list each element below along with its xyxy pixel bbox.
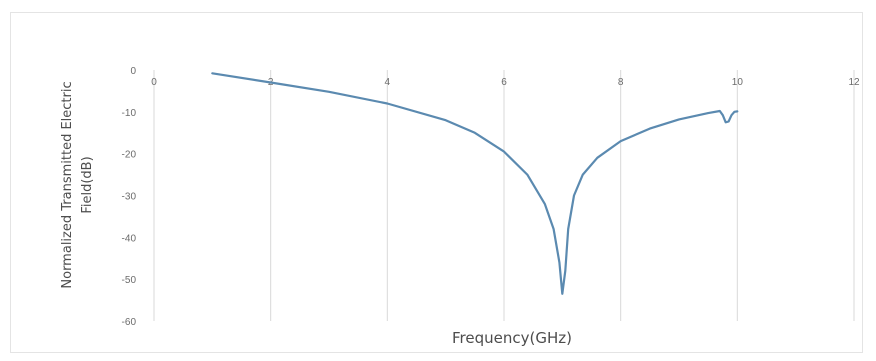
- x-tick-label-0: 0: [151, 77, 157, 88]
- x-axis-title: Frequency(GHz): [452, 329, 572, 347]
- x-tick-label-4: 8: [618, 77, 624, 88]
- series-layer: [211, 72, 739, 295]
- x-tick-label-5: 10: [732, 77, 744, 88]
- x-tick-label-3: 6: [501, 77, 507, 88]
- y-tick-label-6: -60: [122, 317, 137, 328]
- y-tick-label-3: -30: [122, 192, 137, 203]
- y-tick-label-2: -20: [122, 150, 137, 161]
- y-tick-labels: 0 -10 -20 -30 -40 -50 -60: [122, 66, 137, 328]
- y-tick-label-5: -50: [122, 275, 137, 286]
- y-axis-title-line-1: Normalized Transmitted Electric: [60, 81, 75, 288]
- x-tick-labels: 0 2 4 6 8 10 12: [151, 77, 860, 88]
- grid-layer: [153, 70, 855, 321]
- y-axis-title: Normalized Transmitted Electric Field(dB…: [60, 81, 95, 288]
- x-tick-label-2: 4: [385, 77, 391, 88]
- y-axis-title-line-2: Field(dB): [80, 156, 95, 213]
- chart-frame: 0 2 4 6 8 10 12 0 -10 -20 -30 -40 -50 -60 Frequency(…: [10, 12, 863, 353]
- y-tick-label-0: 0: [130, 66, 136, 77]
- y-tick-label-4: -40: [122, 233, 137, 244]
- line-chart: 0 2 4 6 8 10 12 0-10-20-30-40-50-60 Frequency(…: [60, 66, 860, 347]
- x-tick-label-6: 12: [848, 77, 860, 88]
- y-tick-label-1: -10: [122, 108, 137, 119]
- series-line-0: [211, 72, 739, 295]
